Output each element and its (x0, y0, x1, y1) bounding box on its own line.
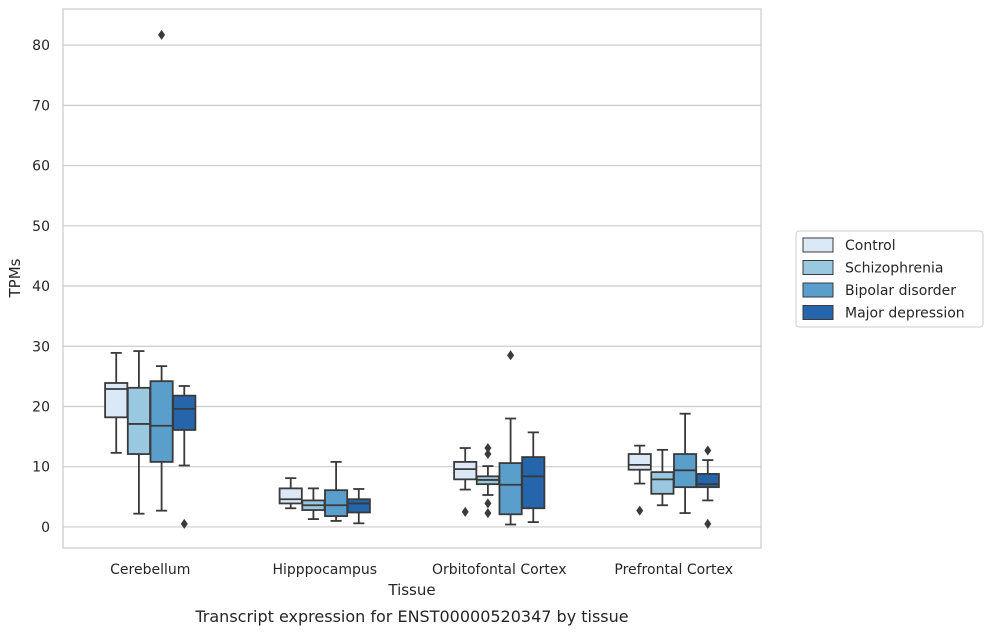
y-axis-label: TPMs (6, 258, 24, 298)
iqr-box (172, 394, 197, 431)
x-tick-label: Orbitofontal Cortex (432, 562, 567, 578)
box (278, 477, 303, 510)
box (301, 487, 326, 520)
x-tick-labels: Cerebellum Hipppocampus Orbitofontal Corte… (110, 562, 733, 578)
iqr-box (453, 460, 478, 481)
legend-swatch (802, 237, 834, 253)
outlier-point (484, 449, 492, 460)
legend-swatch (802, 305, 834, 320)
box (475, 443, 500, 519)
outlier-point (484, 443, 492, 454)
box (149, 29, 174, 512)
y-tick-label: 20 (32, 399, 50, 415)
y-tick-label: 40 (32, 279, 50, 295)
legend: Control Schizophrenia Bipolar disorder Majo… (795, 230, 984, 328)
x-axis-label: Tissue (387, 581, 435, 599)
chart-caption: Transcript expression for ENST0000052034… (194, 607, 628, 626)
box (104, 351, 129, 454)
box (453, 447, 478, 517)
legend-label: Major depression (845, 306, 965, 322)
box (627, 444, 652, 516)
x-tick-label: Hipppocampus (272, 562, 377, 578)
legend-label: Schizophrenia (845, 261, 943, 277)
y-tick-label: 60 (32, 159, 50, 175)
outlier-point (461, 506, 469, 517)
box (324, 460, 349, 522)
y-tick-label: 0 (41, 520, 50, 536)
iqr-box (627, 453, 652, 471)
y-tick-label: 80 (32, 38, 50, 54)
y-tick-label: 30 (32, 339, 50, 355)
box-series (104, 29, 720, 529)
outlier-point (158, 29, 166, 40)
y-tick-label: 70 (32, 98, 50, 114)
x-tick-label: Cerebellum (110, 562, 190, 578)
box (346, 488, 371, 525)
series-schizophrenia (126, 350, 675, 520)
y-tick-label: 10 (32, 460, 50, 476)
outlier-point (507, 350, 515, 361)
box (695, 445, 720, 529)
y-tick-label: 50 (32, 219, 50, 235)
box (650, 448, 675, 507)
box (126, 350, 151, 515)
plot-frame (62, 8, 762, 549)
box (673, 412, 698, 514)
legend-frame (795, 230, 984, 328)
iqr-box (346, 498, 371, 514)
series-major-depression (172, 385, 720, 529)
iqr-box (695, 473, 720, 489)
legend-label: Control (845, 238, 896, 254)
iqr-box (498, 462, 523, 516)
iqr-box (324, 489, 349, 517)
series-control (104, 351, 652, 517)
x-tick-label: Prefrontal Cortex (614, 562, 733, 578)
iqr-box (650, 471, 675, 495)
legend-swatch (802, 260, 834, 275)
outlier-point (484, 498, 492, 509)
box (172, 385, 197, 529)
iqr-box (126, 386, 151, 455)
outlier-point (180, 518, 188, 529)
outlier-point (636, 505, 644, 516)
outlier-point (484, 508, 492, 519)
series-bipolar-disorder (149, 29, 698, 526)
outlier-point (704, 445, 712, 456)
y-tick-labels: 0 10 20 30 40 50 60 70 80 (32, 38, 50, 536)
iqr-box (521, 456, 546, 510)
legend-swatch (802, 282, 834, 298)
legend-label: Bipolar disorder (845, 283, 956, 299)
iqr-box (149, 380, 174, 463)
outlier-point (704, 518, 712, 529)
iqr-box (278, 487, 303, 505)
box (521, 431, 546, 524)
box (498, 350, 523, 526)
